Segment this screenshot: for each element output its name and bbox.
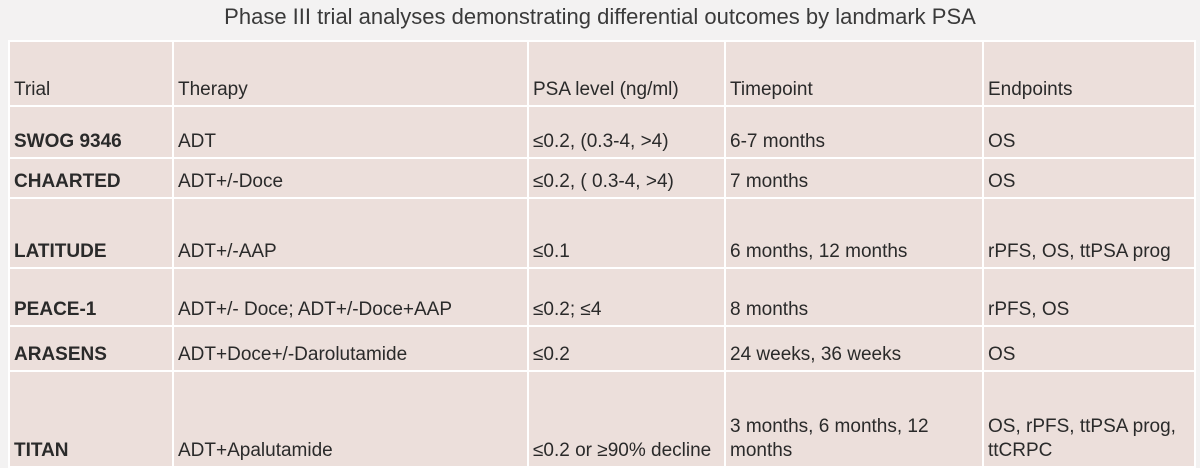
table-row: PEACE-1 ADT+/- Doce; ADT+/-Doce+AAP ≤0.2; … xyxy=(8,267,1196,327)
table-cell: ADT+Apalutamide xyxy=(172,370,529,468)
table-row: SWOG 9346 ADT ≤0.2, (0.3-4, >4) 6-7 months O… xyxy=(8,105,1196,159)
header-row: Trial Therapy PSA level (ng/ml) Timepoint En… xyxy=(8,40,1196,107)
table-cell: rPFS, OS xyxy=(982,267,1196,327)
trial-table: Trial Therapy PSA level (ng/ml) Timepoint En… xyxy=(8,40,1196,468)
table-cell: ≤0.2 xyxy=(527,325,726,372)
table-cell: 7 months xyxy=(724,157,984,199)
table-cell: 24 weeks, 36 weeks xyxy=(724,325,984,372)
table-cell: ≤0.2, (0.3-4, >4) xyxy=(527,105,726,159)
table-cell: ADT+Doce+/-Darolutamide xyxy=(172,325,529,372)
table-row: ARASENS ADT+Doce+/-Darolutamide ≤0.2 24 wee… xyxy=(8,325,1196,372)
trial-name: TITAN xyxy=(8,370,174,468)
table-cell: ADT+/- Doce; ADT+/-Doce+AAP xyxy=(172,267,529,327)
table-cell: OS xyxy=(982,325,1196,372)
table-cell: ADT+/-Doce xyxy=(172,157,529,199)
table-cell: ADT+/-AAP xyxy=(172,197,529,269)
table-cell: OS xyxy=(982,157,1196,199)
trial-name: CHAARTED xyxy=(8,157,174,199)
trial-name: PEACE-1 xyxy=(8,267,174,327)
table-cell: 6 months, 12 months xyxy=(724,197,984,269)
table-cell: 6-7 months xyxy=(724,105,984,159)
header-cell: PSA level (ng/ml) xyxy=(527,40,726,107)
table-cell: OS, rPFS, ttPSA prog, ttCRPC xyxy=(982,370,1196,468)
trial-name: LATITUDE xyxy=(8,197,174,269)
table-cell: 3 months, 6 months, 12 months xyxy=(724,370,984,468)
slide-title: Phase III trial analyses demonstrating d… xyxy=(224,4,976,29)
header-cell: Therapy xyxy=(172,40,529,107)
header-cell: Trial xyxy=(8,40,174,107)
header-cell: Timepoint xyxy=(724,40,984,107)
table-cell: ≤0.2, ( 0.3-4, >4) xyxy=(527,157,726,199)
table-cell: ADT xyxy=(172,105,529,159)
table-row: CHAARTED ADT+/-Doce ≤0.2, ( 0.3-4, >4) 7 mo… xyxy=(8,157,1196,199)
table-cell: ≤0.2 or ≥90% decline xyxy=(527,370,726,468)
header-cell: Endpoints xyxy=(982,40,1196,107)
table-body: SWOG 9346 ADT ≤0.2, (0.3-4, >4) 6-7 months O… xyxy=(8,105,1196,468)
table-cell: rPFS, OS, ttPSA prog xyxy=(982,197,1196,269)
trial-name: SWOG 9346 xyxy=(8,105,174,159)
trial-name: ARASENS xyxy=(8,325,174,372)
table-cell: ≤0.2; ≤4 xyxy=(527,267,726,327)
table-row: TITAN ADT+Apalutamide ≤0.2 or ≥90% decline… xyxy=(8,370,1196,468)
table-row: LATITUDE ADT+/-AAP ≤0.1 6 months, 12 months… xyxy=(8,197,1196,269)
table-cell: OS xyxy=(982,105,1196,159)
table-cell: ≤0.1 xyxy=(527,197,726,269)
table-cell: 8 months xyxy=(724,267,984,327)
